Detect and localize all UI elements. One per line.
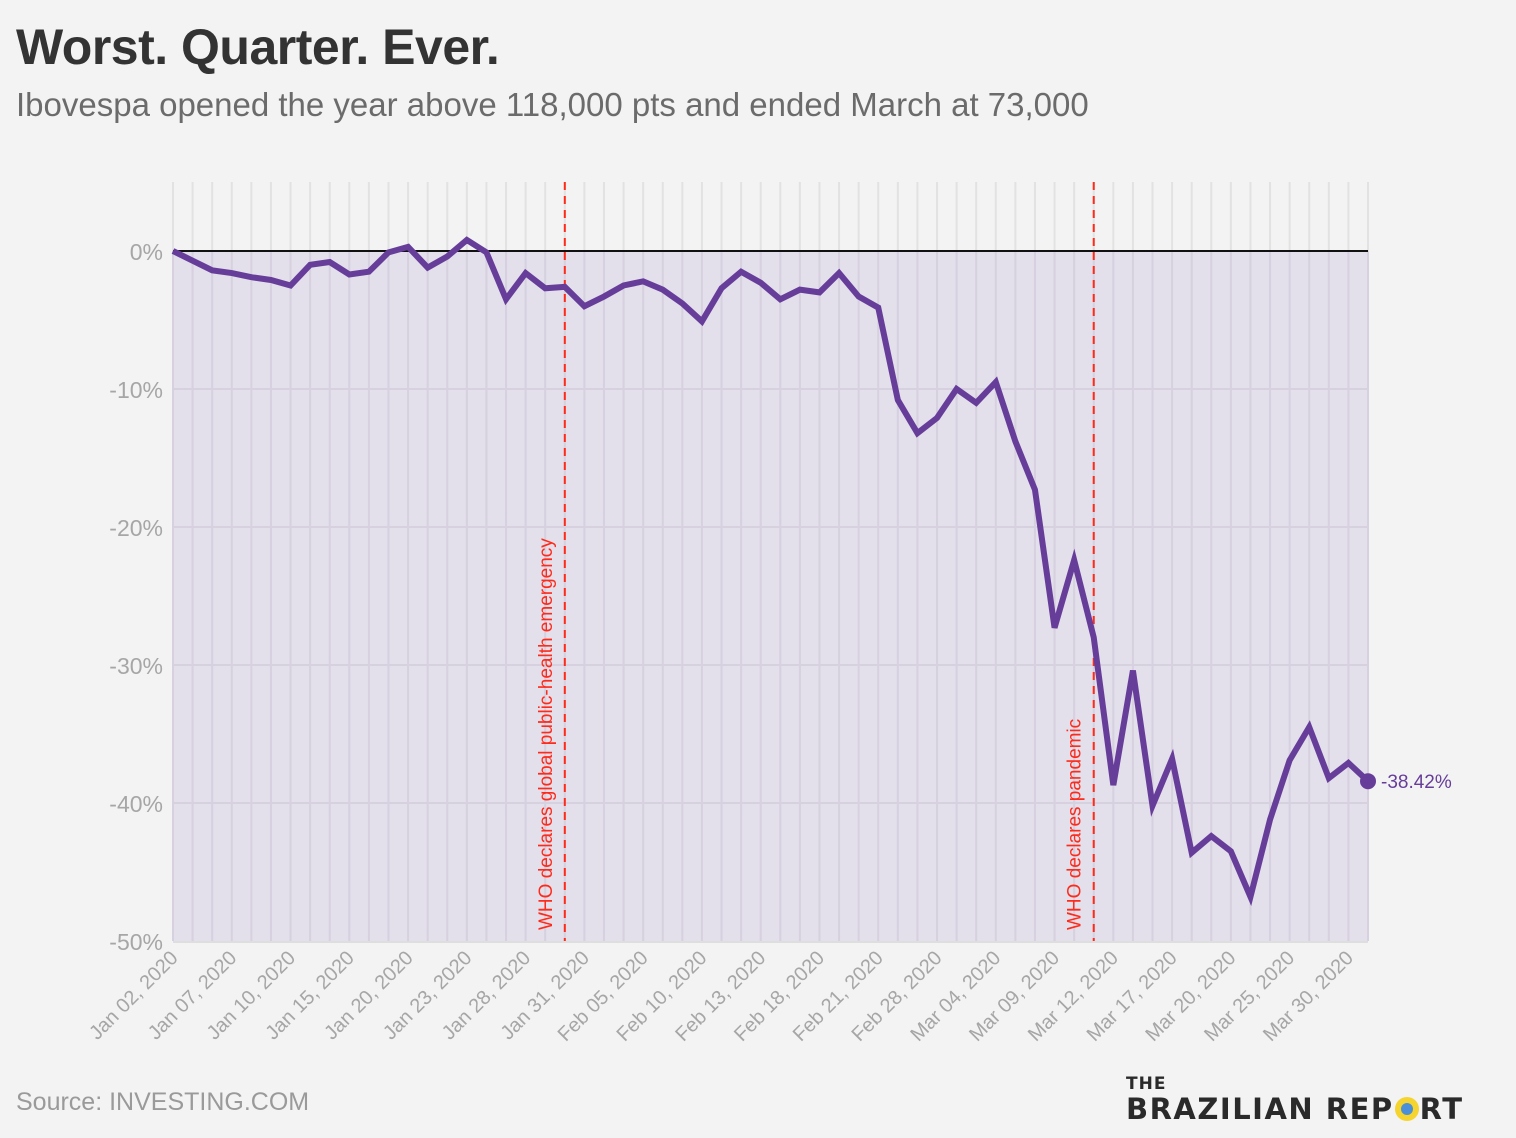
logo-text-left: BRAZILIAN REP (1126, 1092, 1394, 1126)
data-point (856, 294, 862, 300)
data-point (679, 300, 685, 306)
y-tick-label: -10% (109, 377, 163, 403)
data-point (1247, 894, 1253, 900)
data-point (1267, 817, 1273, 823)
end-value-label: -38.42% (1381, 772, 1452, 793)
data-point (288, 283, 294, 289)
data-point (660, 287, 666, 293)
data-point (601, 294, 607, 300)
brazilian-report-logo: THE BRAZILIAN REP RT (1126, 1074, 1463, 1126)
series-line-ibovespa (171, 236, 1371, 907)
y-tick-label: -30% (109, 653, 163, 679)
logo-the: THE (1126, 1074, 1167, 1094)
data-point (1189, 850, 1195, 856)
data-point (738, 269, 744, 275)
data-point (954, 386, 960, 392)
y-tick-label: -50% (109, 929, 163, 955)
data-point (268, 277, 274, 283)
data-point (1071, 557, 1077, 563)
data-point (758, 280, 764, 286)
area-fill (173, 251, 1368, 941)
data-point (895, 397, 901, 403)
data-point (307, 262, 313, 268)
data-point (503, 296, 509, 302)
data-point (209, 267, 215, 273)
data-point (797, 287, 803, 293)
data-point (699, 318, 705, 324)
data-point (190, 258, 196, 264)
data-point (1228, 848, 1234, 854)
chart-title: Worst. Quarter. Ever. (16, 19, 500, 75)
data-point (405, 244, 411, 250)
logo-text-right: RT (1419, 1092, 1464, 1126)
data-point (562, 284, 568, 290)
data-point (719, 285, 725, 291)
data-point (1306, 724, 1312, 730)
data-point (1287, 757, 1293, 763)
data-point (1052, 625, 1058, 631)
logo-wordmark: BRAZILIAN REP RT (1126, 1093, 1463, 1125)
data-point (1208, 833, 1214, 839)
data-point (542, 285, 548, 291)
end-point-marker (1360, 773, 1376, 790)
data-point (229, 270, 235, 276)
data-point (248, 274, 254, 280)
data-point (366, 269, 372, 275)
data-point (581, 303, 587, 309)
y-tick-label: -20% (109, 515, 163, 541)
brazil-globe-icon (1394, 1097, 1419, 1121)
data-point (640, 278, 646, 284)
data-point (483, 249, 489, 255)
data-point (934, 415, 940, 421)
data-point (1150, 803, 1156, 809)
data-point (816, 289, 822, 295)
data-point (346, 271, 352, 277)
data-point (327, 259, 333, 265)
horizontal-gridlines (172, 251, 1369, 943)
data-point (1130, 668, 1136, 674)
data-point (1110, 782, 1116, 788)
data-point (1032, 487, 1038, 493)
data-point (1091, 634, 1097, 640)
data-point (777, 296, 783, 302)
y-tick-label: 0% (130, 239, 163, 265)
chart-subtitle: Ibovespa opened the year above 118,000 p… (16, 86, 1089, 123)
data-point (993, 379, 999, 385)
data-point (914, 430, 920, 436)
data-point (170, 248, 176, 254)
data-point (444, 254, 450, 260)
data-point (1345, 760, 1351, 766)
data-point (1012, 438, 1018, 444)
data-point (464, 237, 470, 243)
data-point (425, 265, 431, 271)
data-point (973, 400, 979, 406)
annotations: WHO declares global public-health emerge… (536, 182, 1095, 941)
data-point (1326, 775, 1332, 781)
y-tick-label: -40% (109, 791, 163, 817)
annotation-label: WHO declares pandemic (1065, 719, 1086, 930)
data-point (523, 270, 529, 276)
y-axis: 0% -10% -20% -30% -40% -50% (109, 239, 163, 955)
data-point (621, 283, 627, 289)
data-point (1169, 756, 1175, 762)
source-note: Source: INVESTING.COM (16, 1088, 310, 1116)
data-point (385, 249, 391, 255)
data-point (875, 305, 881, 311)
annotation-label: WHO declares global public-health emerge… (536, 538, 557, 930)
data-point (836, 270, 842, 276)
